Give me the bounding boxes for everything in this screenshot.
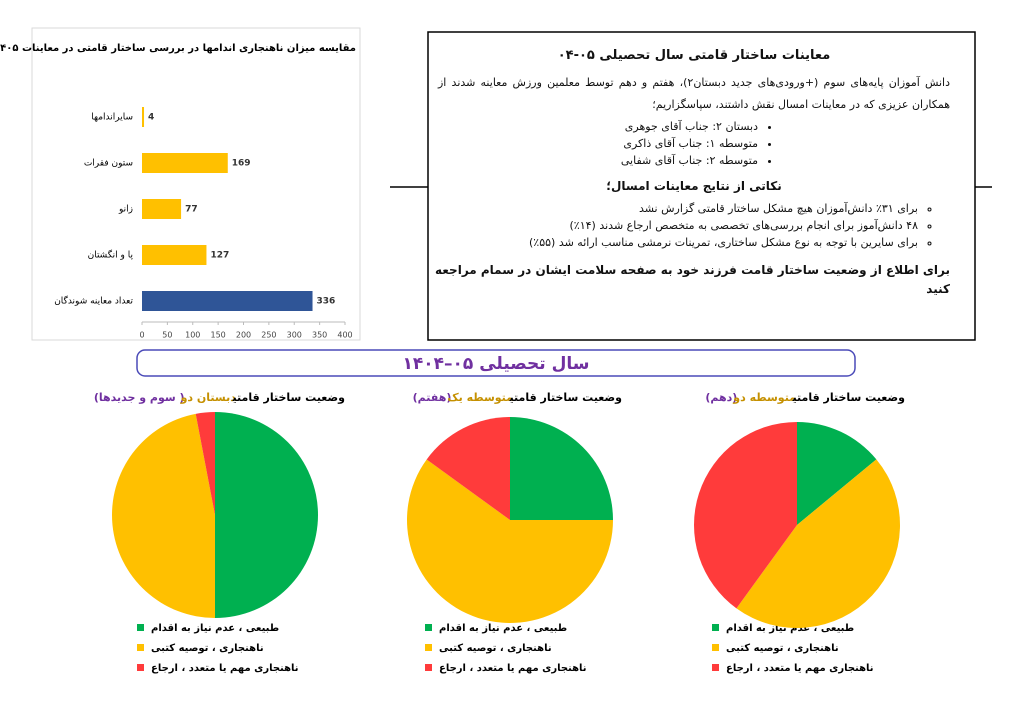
value-label: 336	[317, 297, 336, 307]
x-tick-label: 250	[261, 331, 276, 340]
bar	[142, 199, 182, 219]
pie-slice	[195, 412, 215, 515]
pie-title-sub: (دهم)	[705, 391, 737, 404]
legend-label: طبیعی ، عدم نیاز به اقدام	[726, 623, 854, 634]
banner: سال تحصیلی ۰۵–۱۴۰۴	[403, 354, 590, 374]
category-label: تعداد معاینه شوندگان	[54, 295, 133, 307]
x-tick-label: 400	[337, 331, 352, 340]
notice: معاینات ساختار قامتی سال تحصیلی ۰۵-۰۴ دا…	[430, 34, 958, 336]
pie-title-main: وضعیت ساختار قامتی	[792, 391, 906, 404]
notice-frame	[427, 31, 976, 341]
legend-swatch	[712, 644, 719, 651]
legend-label: ناهنجاری مهم یا متعدد ، ارجاع	[151, 663, 299, 674]
legend-label: ناهنجاری ، توصیه کتبی	[151, 643, 264, 654]
pie-title-stage: دبستان دو	[180, 391, 238, 404]
pie-slice	[426, 417, 510, 520]
pie-title-main: وضعیت ساختار قامتی	[509, 391, 623, 404]
note: برای سایرین با توجه به نوع مشکل ساختاری،…	[430, 234, 918, 251]
people-list: دبستان ۲: جناب آقای جوهری متوسطه ۱: جناب…	[430, 118, 958, 169]
legend-label: طبیعی ، عدم نیاز به اقدام	[151, 623, 279, 634]
x-tick-label: 0	[139, 331, 144, 340]
legend-swatch	[137, 624, 144, 631]
bar-chart-title: مقایسه میزان ناهنجاری اندامها در بررسی س…	[0, 43, 356, 54]
pie-title: وضعیت ساختار قامتیدبستان دو( سوم و جدیده…	[94, 391, 345, 404]
category-label: ستون فقرات	[84, 159, 133, 169]
legend-label: ناهنجاری ، توصیه کتبی	[726, 643, 839, 654]
pie-title-stage: متوسطه یک	[447, 391, 514, 404]
pie-slice	[736, 459, 900, 628]
note: ۴۸ دانش‌آموز برای انجام بررسی‌های تخصصی …	[430, 217, 918, 234]
person: دبستان ۲: جناب آقای جوهری	[430, 118, 758, 135]
person: متوسطه ۲: جناب آقای شفایی	[430, 152, 758, 169]
notes-list: برای ۳۱٪ دانش‌آموزان هیچ مشکل ساختار قام…	[430, 200, 958, 251]
pie-slice	[510, 417, 613, 520]
value-label: 169	[232, 159, 251, 169]
legend-swatch	[425, 644, 432, 651]
category-label: پا و انگشتان	[88, 249, 134, 261]
legend-swatch	[425, 664, 432, 671]
legend-label: ناهنجاری ، توصیه کتبی	[439, 643, 552, 654]
pie-title-main: وضعیت ساختار قامتی	[232, 391, 346, 404]
bar	[142, 153, 228, 173]
bar	[142, 107, 145, 127]
notice-paragraph: دانش آموزان پایه‌های سوم (+ورودی‌های جدی…	[438, 76, 950, 112]
notice-footer: برای اطلاع از وضعیت ساختار قامت فرزند خو…	[435, 263, 950, 296]
legend-label: ناهنجاری مهم یا متعدد ، ارجاع	[439, 663, 587, 674]
pie-slice	[797, 422, 877, 525]
banner-frame	[136, 349, 856, 377]
legend-swatch	[712, 624, 719, 631]
value-label: 4	[148, 113, 154, 123]
person: متوسطه ۱: جناب آقای ذاکری	[430, 135, 758, 152]
x-tick-label: 300	[287, 331, 302, 340]
pie-slice	[111, 413, 215, 618]
note: برای ۳۱٪ دانش‌آموزان هیچ مشکل ساختار قام…	[430, 200, 918, 217]
x-tick-label: 350	[312, 331, 327, 340]
pie-title-stage: متوسطه دو	[732, 391, 797, 404]
legend-swatch	[712, 664, 719, 671]
x-tick-label: 150	[210, 331, 225, 340]
notice-title: معاینات ساختار قامتی سال تحصیلی ۰۵-۰۴	[557, 48, 831, 63]
legend-label: ناهنجاری مهم یا متعدد ، ارجاع	[726, 663, 874, 674]
value-label: 127	[210, 251, 229, 261]
notes-title: نکاتی از نتایج معاینات امسال؛	[606, 179, 782, 194]
category-label: زانو	[118, 205, 133, 215]
x-tick-label: 100	[185, 331, 200, 340]
legend-swatch	[137, 644, 144, 651]
x-tick-label: 50	[162, 331, 172, 340]
pie-slice	[407, 459, 613, 623]
pie-title-sub: ( سوم و جدیدها)	[94, 391, 185, 404]
legend-swatch	[425, 624, 432, 631]
legend-swatch	[137, 664, 144, 671]
pie-title: وضعیت ساختار قامتیمتوسطه دو(دهم)	[705, 391, 905, 404]
x-tick-label: 200	[236, 331, 251, 340]
value-label: 77	[185, 205, 198, 215]
pie-title: وضعیت ساختار قامتیمتوسطه یک(هفتم)	[413, 391, 623, 404]
bar	[142, 291, 313, 311]
pie-slice	[694, 422, 797, 609]
bar	[142, 245, 207, 265]
legend-label: طبیعی ، عدم نیاز به اقدام	[439, 623, 567, 634]
pie-title-sub: (هفتم)	[413, 391, 452, 404]
pie-slice	[215, 412, 318, 618]
category-label: سایراندامها	[91, 113, 133, 123]
bar-chart-frame	[31, 27, 361, 341]
